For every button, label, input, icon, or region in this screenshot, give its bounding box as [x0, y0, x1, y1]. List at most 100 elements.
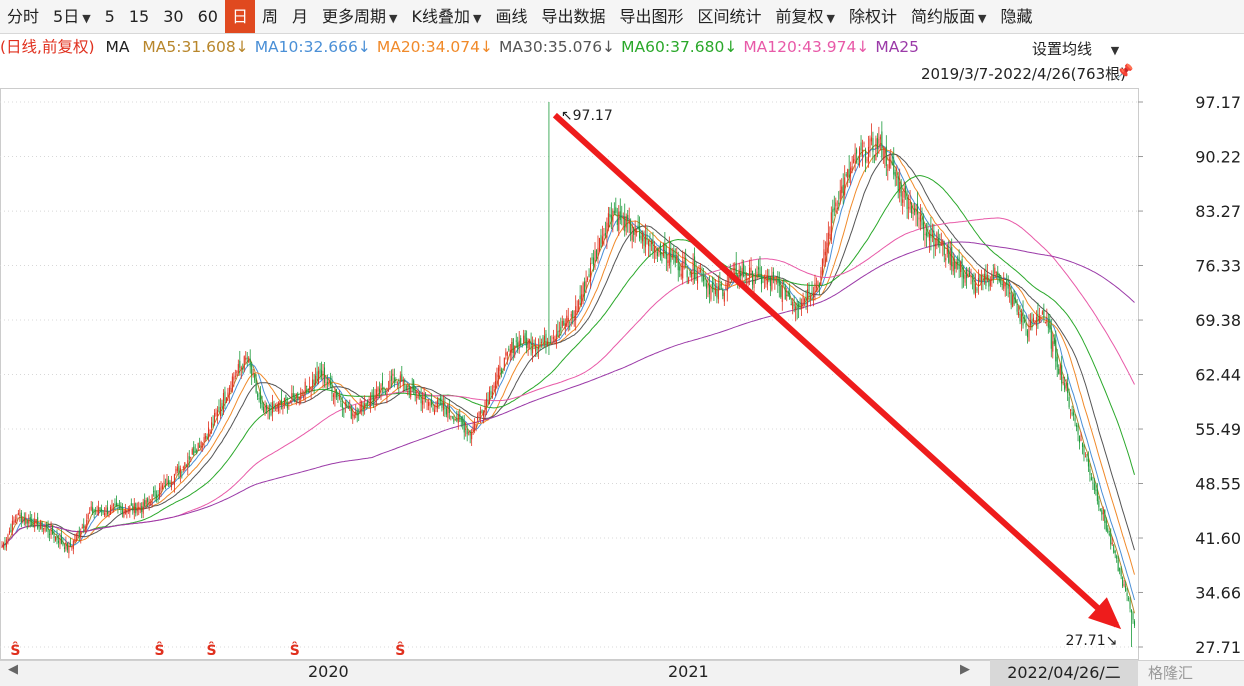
period-tab-14[interactable]: 区间统计: [690, 0, 768, 33]
candle: [841, 186, 843, 194]
candle: [909, 201, 911, 210]
candle: [714, 287, 716, 294]
candle: [1004, 283, 1006, 287]
pin-icon[interactable]: 📌: [1116, 64, 1134, 80]
period-tab-3[interactable]: 15: [122, 0, 156, 33]
candle: [289, 401, 291, 403]
candle: [829, 234, 831, 236]
candle: [378, 388, 381, 395]
candle: [63, 547, 65, 549]
candle: [1077, 425, 1079, 435]
candle: [234, 375, 236, 377]
candle: [647, 240, 650, 246]
candle: [49, 533, 51, 535]
candle: [292, 393, 294, 397]
candle: [691, 273, 693, 278]
candle: [224, 391, 226, 401]
candle: [755, 279, 757, 281]
period-tab-label: 除权计: [848, 6, 897, 26]
adjust-label: (日线,前复权): [0, 38, 95, 56]
period-tab-10[interactable]: K线叠加 ▼: [404, 0, 488, 33]
period-tab-0[interactable]: 分时: [0, 0, 46, 33]
period-tab-5[interactable]: 60: [191, 0, 225, 33]
candle: [151, 494, 153, 506]
candle: [47, 524, 49, 533]
candle: [980, 275, 982, 283]
candle: [337, 394, 339, 397]
candle: [665, 251, 667, 260]
candle: [266, 405, 268, 410]
period-tab-9[interactable]: 更多周期 ▼: [315, 0, 404, 33]
candle: [954, 261, 956, 270]
y-tick-label: 83.27: [1195, 202, 1241, 221]
candle: [488, 390, 491, 405]
candle: [798, 303, 800, 308]
candle: [697, 276, 699, 284]
candle: [543, 335, 545, 342]
candle: [704, 277, 706, 280]
candle: [847, 169, 849, 178]
dividend-marker: Ŝ: [154, 641, 164, 659]
scroll-right-icon[interactable]: ▶: [960, 662, 970, 677]
candle: [75, 533, 77, 542]
candle: [468, 431, 470, 433]
candle: [130, 503, 132, 506]
candle: [946, 244, 948, 255]
period-tab-2[interactable]: 5: [98, 0, 122, 33]
period-tab-11[interactable]: 画线: [488, 0, 534, 33]
period-tab-1[interactable]: 5日 ▼: [46, 0, 98, 33]
period-tab-7[interactable]: 周: [255, 0, 285, 33]
candle: [532, 346, 534, 354]
candle: [431, 399, 433, 406]
candle: [870, 137, 872, 142]
candle: [564, 323, 566, 330]
candle: [1055, 339, 1057, 362]
candle: [1080, 438, 1082, 441]
candle: [228, 387, 230, 395]
candle: [1029, 320, 1031, 326]
candle: [517, 342, 519, 350]
period-tab-18[interactable]: 隐藏: [993, 0, 1039, 33]
period-tab-17[interactable]: 简约版面 ▼: [904, 0, 993, 33]
candle: [425, 393, 427, 399]
candle: [381, 380, 383, 386]
candle: [417, 394, 419, 398]
candle: [728, 276, 730, 286]
candle: [368, 404, 370, 406]
scroll-left-icon[interactable]: ◀: [8, 662, 18, 677]
candle: [851, 166, 853, 171]
candle: [46, 524, 48, 527]
candle: [1131, 609, 1133, 613]
candle: [456, 419, 458, 421]
period-tab-12[interactable]: 导出数据: [534, 0, 612, 33]
period-tab-label: 隐藏: [1000, 6, 1033, 26]
candle: [68, 545, 70, 554]
candle: [436, 399, 438, 409]
candle: [408, 384, 410, 394]
candle: [13, 520, 15, 525]
period-tab-13[interactable]: 导出图形: [612, 0, 690, 33]
candle: [966, 269, 968, 279]
period-tab-8[interactable]: 月: [285, 0, 315, 33]
period-tab-4[interactable]: 30: [156, 0, 190, 33]
candle: [219, 407, 221, 417]
candle: [242, 367, 244, 370]
candle: [702, 275, 705, 282]
candle: [670, 248, 672, 263]
period-tab-15[interactable]: 前复权 ▼: [769, 0, 842, 33]
candle: [376, 389, 378, 398]
period-tab-6[interactable]: 日: [224, 0, 255, 33]
candle: [109, 506, 112, 515]
candle: [558, 330, 560, 332]
candle: [897, 175, 899, 192]
candle: [419, 393, 421, 396]
candle: [350, 406, 352, 419]
period-tab-16[interactable]: 除权计: [842, 0, 904, 33]
candle: [1123, 584, 1125, 586]
ma-setting-button[interactable]: 设置均线 ▼: [1022, 36, 1142, 62]
candle: [1098, 500, 1100, 508]
candle: [686, 270, 688, 278]
candle: [355, 411, 357, 416]
plot-frame: [0, 88, 1139, 660]
candle: [57, 540, 59, 543]
